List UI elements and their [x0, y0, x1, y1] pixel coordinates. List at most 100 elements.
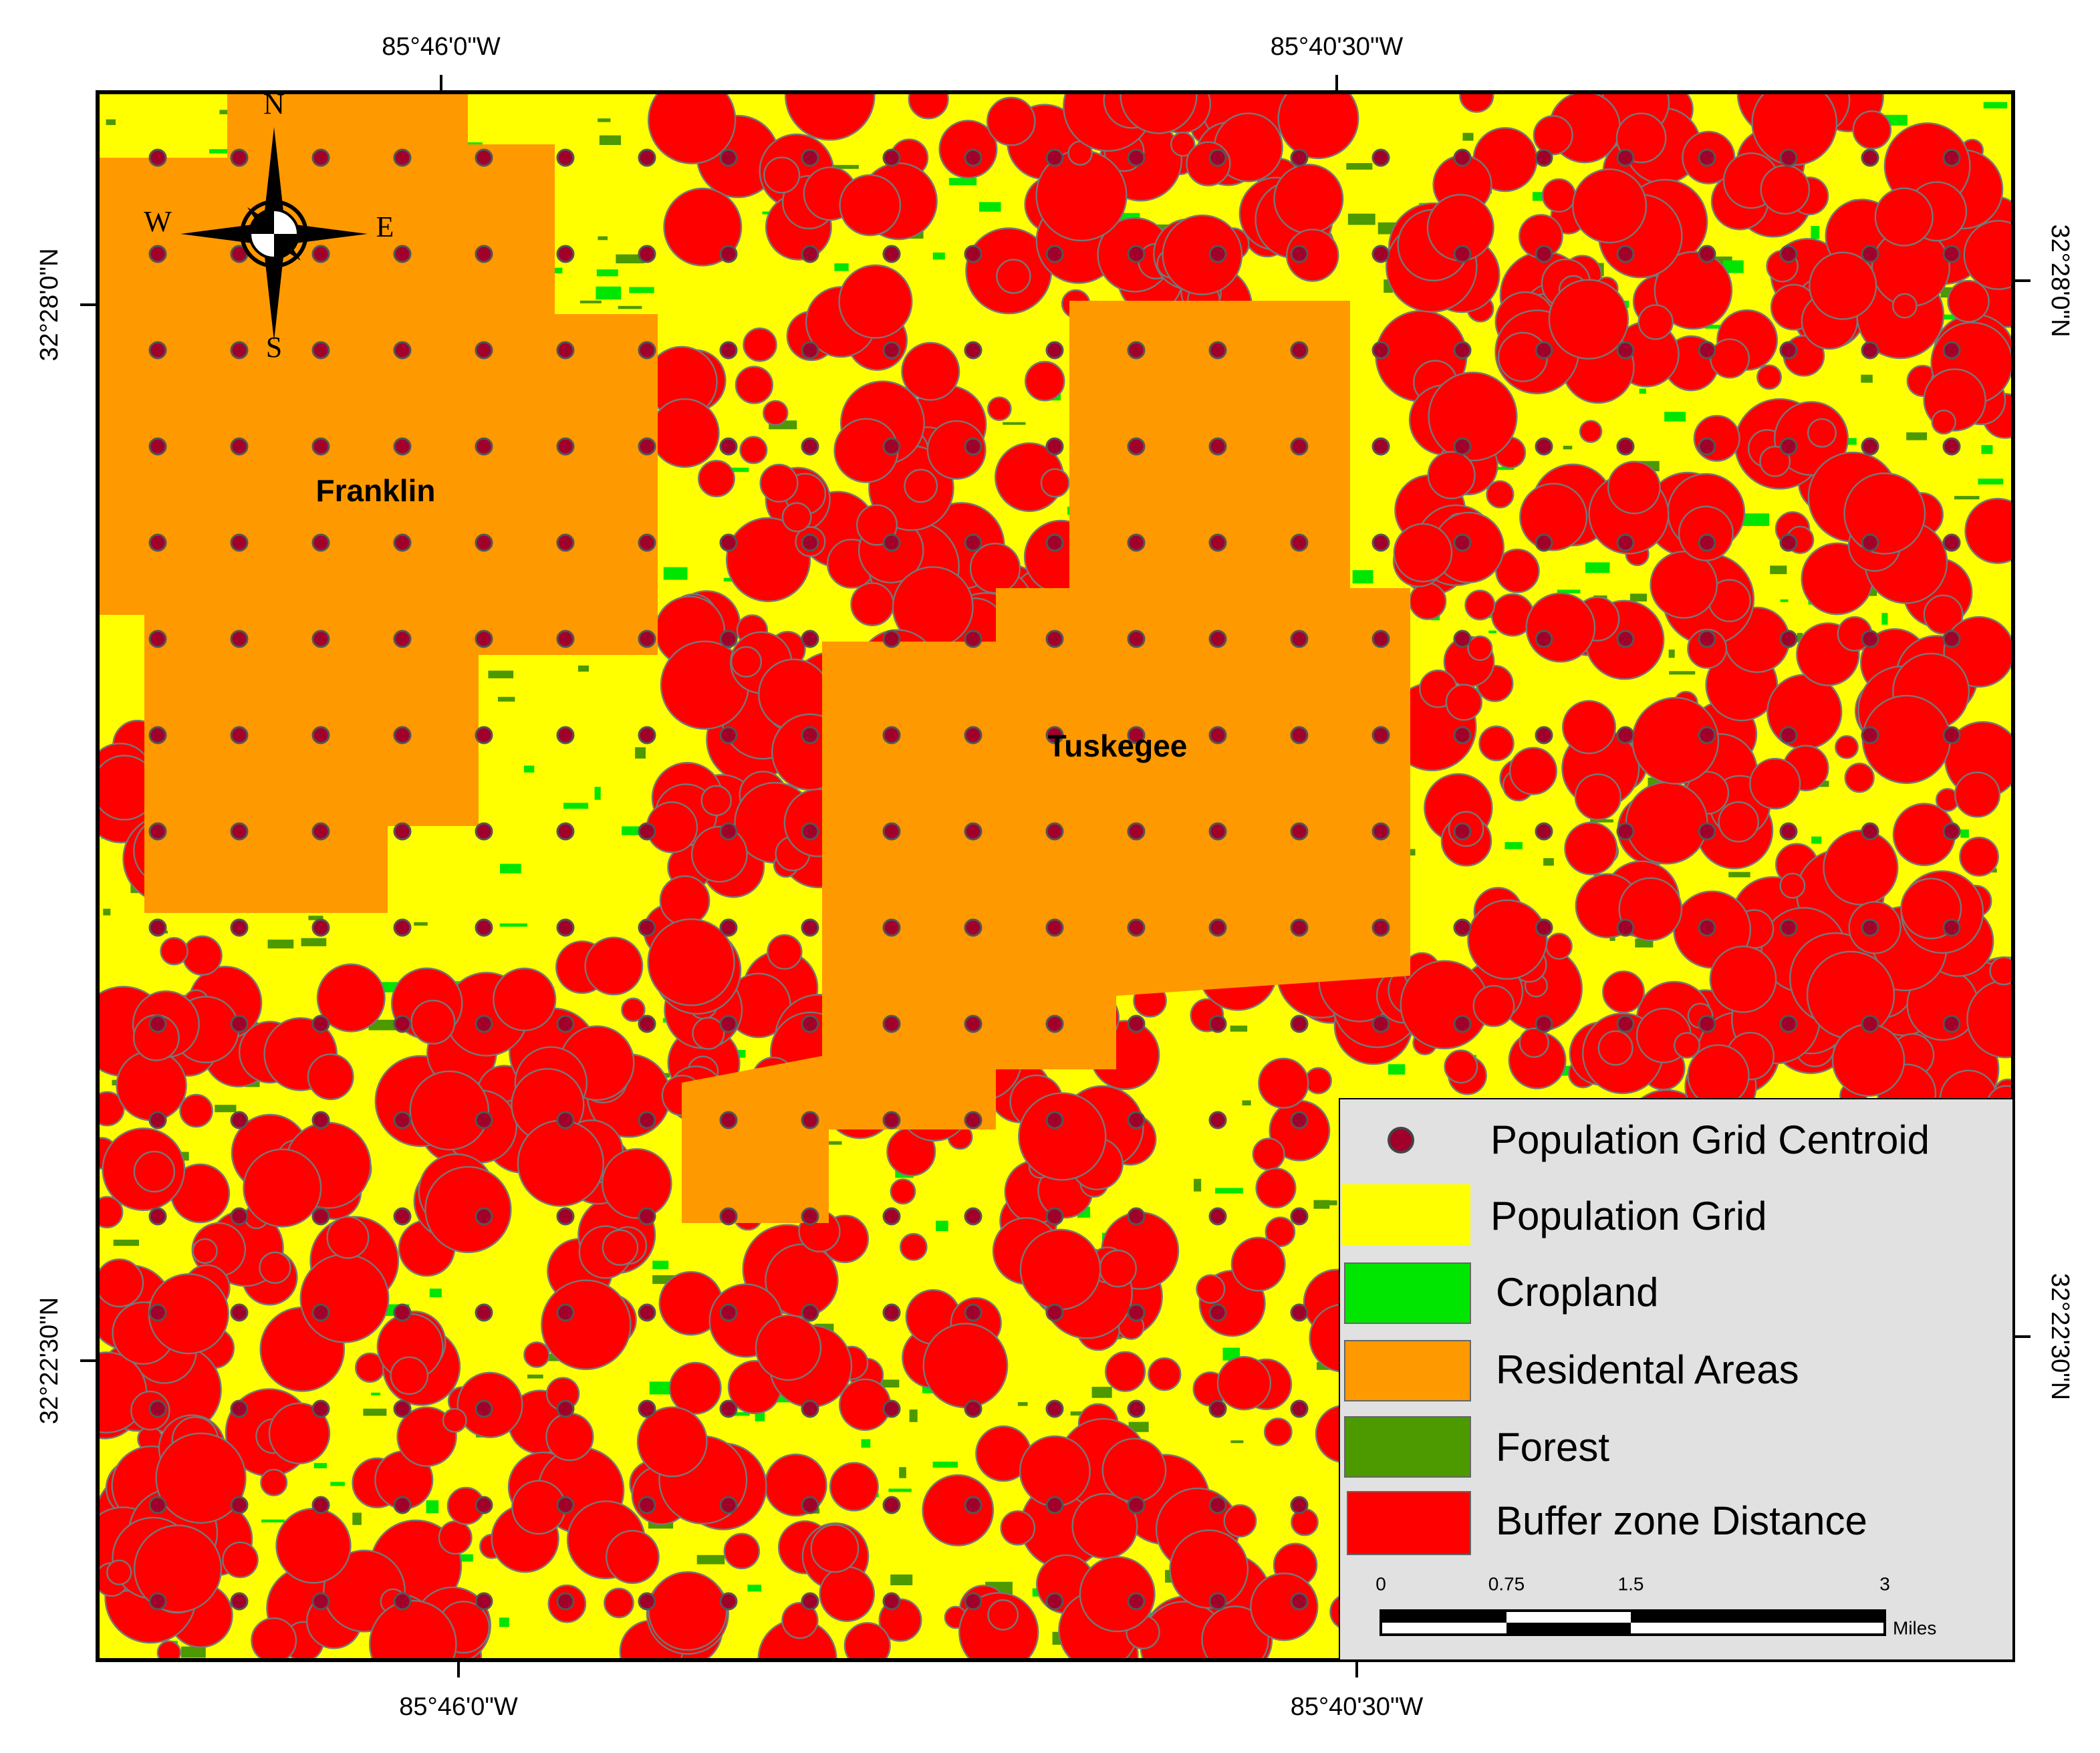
buffer-zone: [1101, 1438, 1167, 1503]
vegetation-patch: [1242, 1100, 1251, 1106]
vegetation-patch: [267, 939, 294, 949]
grid-centroid: [1616, 918, 1635, 937]
grid-centroid: [719, 1399, 738, 1418]
buffer-zone: [1607, 460, 1661, 515]
buffer-zone: [1541, 178, 1576, 213]
grid-centroid: [801, 1303, 819, 1322]
graticule-ticks: [80, 75, 2030, 1677]
grid-centroid: [148, 245, 167, 263]
grid-centroid: [148, 1015, 167, 1033]
grid-centroid: [1453, 148, 1472, 167]
grid-centroid: [556, 1303, 575, 1322]
buffer-zone: [155, 1432, 247, 1524]
grid-centroid: [964, 437, 982, 456]
grid-centroid: [1861, 245, 1879, 263]
vegetation-patch: [736, 1049, 746, 1058]
grid-centroid: [1453, 630, 1472, 648]
grid-centroid: [393, 1496, 412, 1514]
residential-area: [682, 301, 1410, 1223]
grid-centroid: [475, 245, 493, 263]
vegetation-patch: [1230, 1440, 1244, 1444]
grid-centroid: [311, 533, 330, 552]
buffer-zone: [222, 1541, 259, 1579]
grid-centroid: [1045, 1207, 1064, 1226]
grid-centroid: [311, 437, 330, 456]
buffer-zone: [260, 1468, 288, 1496]
grid-centroid: [1371, 726, 1390, 745]
grid-centroid: [311, 1496, 330, 1514]
grid-centroid: [148, 1399, 167, 1418]
grid-centroid: [230, 148, 249, 167]
buffer-zone: [819, 1566, 876, 1622]
grid-centroid: [230, 918, 249, 937]
grid-centroid: [1861, 822, 1879, 841]
grid-centroid: [1208, 437, 1227, 456]
grid-centroid: [1535, 726, 1553, 745]
buffer-zone: [1597, 1030, 1633, 1066]
buffer-zone: [648, 92, 737, 164]
legend-label: Cropland: [1496, 1270, 1659, 1315]
grid-centroid: [1208, 1399, 1227, 1418]
vegetation-patch: [618, 305, 642, 309]
buffer-zone: [1277, 92, 1359, 160]
vegetation-patch: [1590, 819, 1613, 823]
grid-centroid: [1208, 1111, 1227, 1129]
scale-label: 3: [1879, 1573, 1890, 1594]
buffer-zone: [1806, 950, 1895, 1040]
grid-centroid: [1616, 726, 1635, 745]
buffer-zone: [523, 1341, 550, 1368]
buffer-zone: [1444, 1049, 1478, 1084]
buffer-zone: [156, 1640, 182, 1660]
legend-symbol: [1347, 1491, 1471, 1555]
buffer-zone: [1687, 1044, 1750, 1107]
grid-centroid: [1535, 341, 1553, 360]
vegetation-patch: [1629, 593, 1648, 601]
buffer-zone: [969, 543, 1021, 594]
vegetation-patch: [1869, 583, 1877, 596]
buffer-zone: [1427, 450, 1476, 500]
legend-label: Population Grid Centroid: [1490, 1117, 1930, 1162]
buffer-zone: [1508, 747, 1558, 795]
grid-centroid: [801, 630, 819, 648]
grid-centroid: [1127, 1015, 1146, 1033]
vegetation-patch: [629, 287, 654, 293]
buffer-zone: [606, 1530, 660, 1585]
buffer-zone: [1525, 592, 1596, 663]
buffer-zone: [1196, 1274, 1226, 1304]
buffer-zone: [106, 1559, 132, 1585]
vegetation-patch: [1352, 570, 1373, 584]
grid-centroid: [1127, 1592, 1146, 1611]
vegetation-patch: [1960, 829, 1969, 838]
grid-centroid: [882, 1015, 901, 1033]
buffer-zone: [1654, 251, 1733, 330]
grid-centroid: [638, 437, 656, 456]
vegetation-patch: [596, 286, 622, 300]
grid-centroid: [230, 1015, 249, 1033]
grid-centroid: [475, 533, 493, 552]
grid-centroid: [311, 726, 330, 745]
buffer-zone: [316, 963, 386, 1033]
buffer-zone: [648, 1571, 728, 1651]
grid-centroid: [1290, 1207, 1309, 1226]
buffer-zone: [1019, 1435, 1091, 1507]
grid-centroid: [1698, 822, 1716, 841]
buffer-zone: [98, 1091, 125, 1127]
grid-centroid: [393, 822, 412, 841]
grid-centroid: [638, 630, 656, 648]
grid-centroid: [1127, 918, 1146, 937]
grid-centroid: [1698, 630, 1716, 648]
vegetation-patch: [500, 863, 521, 873]
buffer-zone: [785, 92, 876, 141]
vegetation-patch: [209, 149, 234, 154]
vegetation-patch: [363, 1408, 387, 1416]
grid-centroid: [311, 1303, 330, 1322]
grid-centroid: [311, 1399, 330, 1418]
buffer-zone: [922, 1323, 1009, 1409]
grid-centroid: [1779, 341, 1798, 360]
grid-centroid: [1290, 245, 1309, 263]
vegetation-patch: [113, 1239, 139, 1246]
grid-centroid: [1371, 822, 1390, 841]
buffer-zone: [987, 1599, 1019, 1631]
grid-centroid: [964, 726, 982, 745]
map-frame: [96, 90, 2015, 1662]
